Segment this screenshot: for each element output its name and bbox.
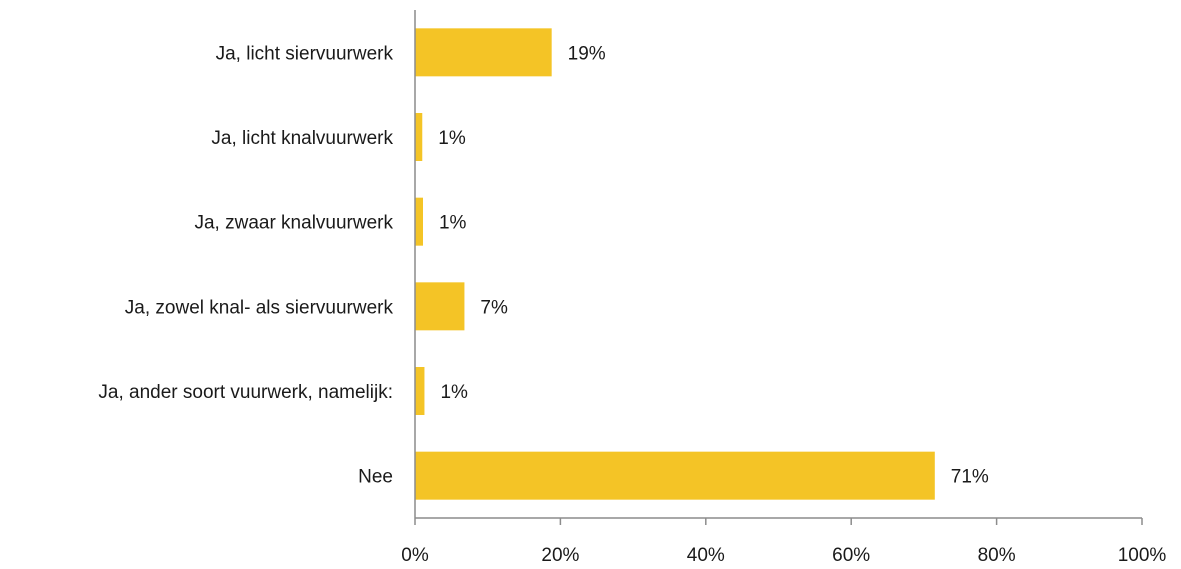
x-tick-label: 40% [687, 545, 725, 566]
bar-ja-zwaar-knalvuurwerk [415, 197, 423, 246]
bar-ja-licht-knalvuurwerk [415, 113, 423, 161]
value-labels-group: 19% 1% 1% 7% 1% 71% [438, 43, 989, 487]
bar-nee [415, 451, 935, 500]
x-tick-label: 0% [401, 545, 429, 566]
category-label-ja-licht-knalvuurwerk: Ja, licht knalvuurwerk [211, 128, 393, 149]
category-labels-group: Ja, licht siervuurwerk Ja, licht knalvuur… [98, 43, 393, 487]
category-label-ja-zwaar-knalvuurwerk: Ja, zwaar knalvuurwerk [194, 213, 393, 234]
category-label-nee: Nee [358, 467, 393, 488]
category-label-ja-zowel-knal-als-siervuurwerk: Ja, zowel knal- als siervuurwerk [125, 297, 394, 318]
x-tick-label: 100% [1118, 545, 1167, 566]
value-label-ja-ander-soort-vuurwerk-namelijk: 1% [440, 382, 468, 403]
value-label-ja-licht-siervuurwerk: 19% [568, 43, 606, 64]
x-tick-label: 80% [978, 545, 1016, 566]
value-label-ja-zwaar-knalvuurwerk: 1% [439, 213, 467, 234]
value-label-nee: 71% [951, 467, 989, 488]
bar-ja-zowel-knal-als-siervuurwerk [415, 282, 465, 331]
value-label-ja-licht-knalvuurwerk: 1% [438, 128, 466, 149]
category-label-ja-licht-siervuurwerk: Ja, licht siervuurwerk [216, 43, 394, 64]
tick-labels-group: 0% 20% 40% 60% 80% 100% [401, 545, 1166, 566]
x-tick-label: 60% [832, 545, 870, 566]
axes-group [414, 10, 1143, 525]
bar-ja-licht-siervuurwerk [415, 28, 552, 77]
value-label-ja-zowel-knal-als-siervuurwerk: 7% [480, 297, 508, 318]
category-label-ja-ander-soort-vuurwerk-namelijk: Ja, ander soort vuurwerk, namelijk: [98, 382, 393, 403]
x-tick-label: 20% [541, 545, 579, 566]
bars-group [415, 28, 935, 500]
bar-ja-ander-soort-vuurwerk-namelijk [415, 367, 425, 415]
